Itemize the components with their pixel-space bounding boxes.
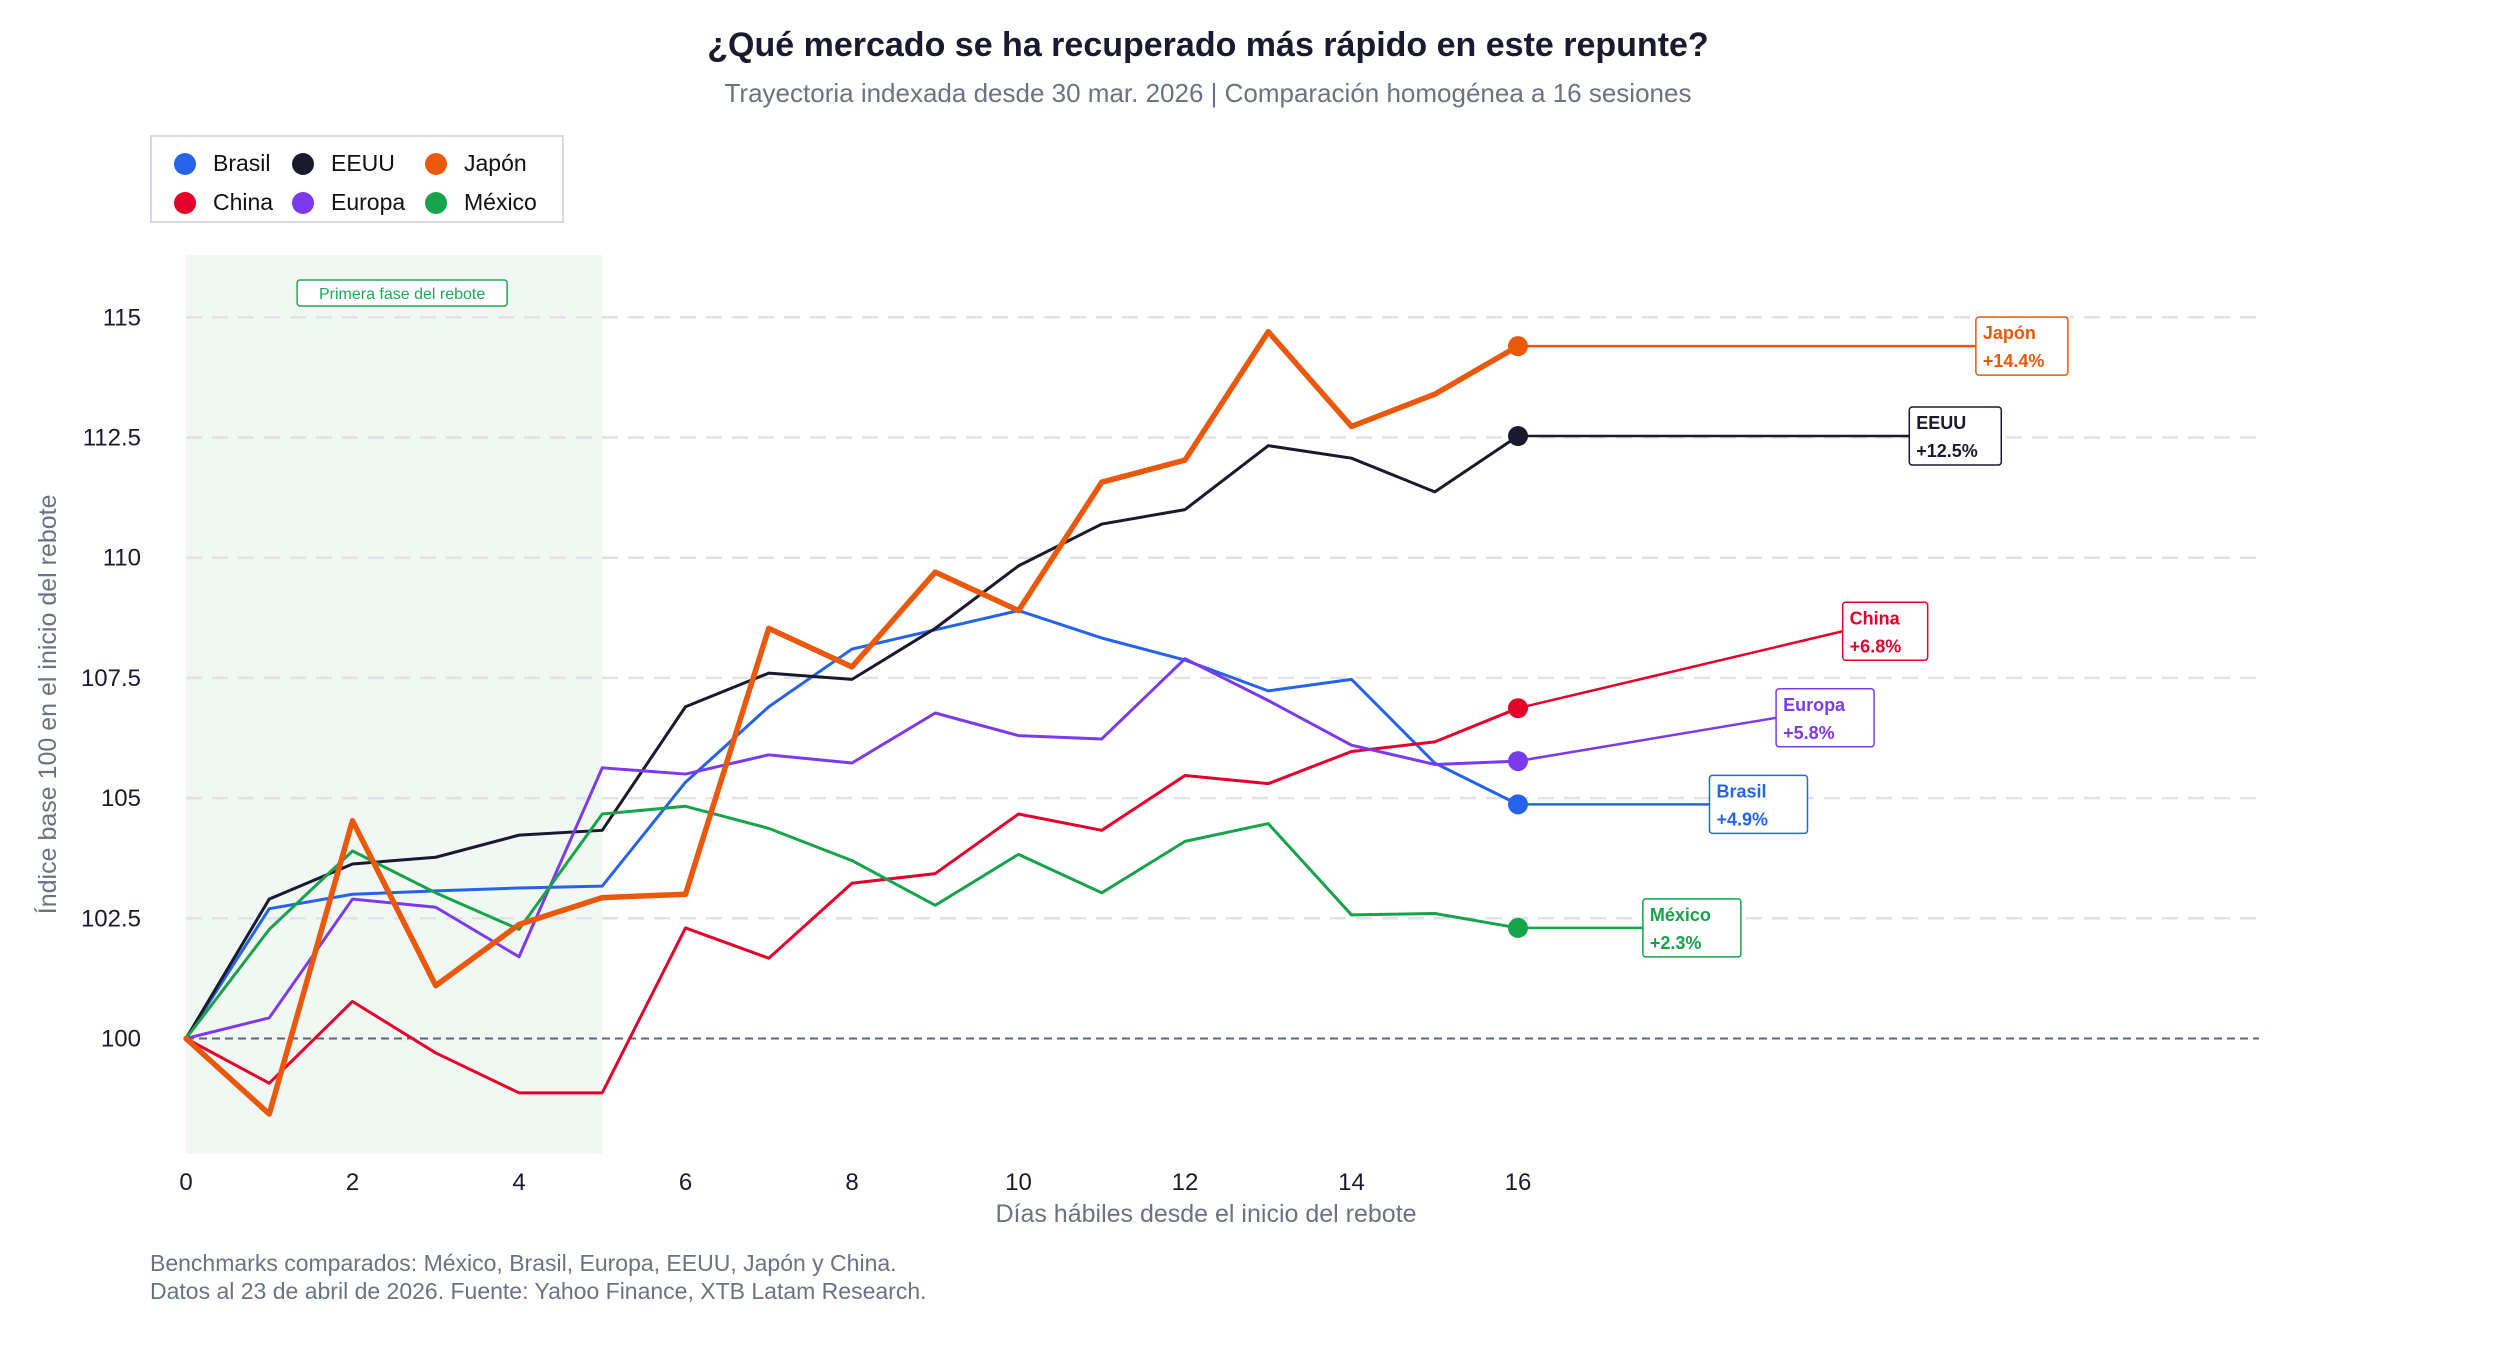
x-tick-label: 0	[179, 1169, 192, 1196]
x-tick-label: 12	[1172, 1169, 1199, 1196]
y-axis-label: Índice base 100 en el inicio del rebote	[33, 494, 62, 914]
legend-label: Japón	[464, 150, 527, 176]
y-tick-label: 112.5	[83, 425, 141, 452]
end-label-box-eeuu	[1908, 406, 2003, 466]
legend-label: China	[213, 189, 274, 215]
series-line-mexico	[184, 804, 1520, 1040]
end-label-value-japon: +14.4%	[1983, 351, 2045, 371]
end-label-value-europa: +5.8%	[1783, 723, 1835, 743]
chart-subtitle: Trayectoria indexada desde 30 mar. 2026 …	[724, 78, 1692, 108]
end-label-value-eeuu: +12.5%	[1916, 441, 1978, 461]
shaded-region-label-box	[296, 279, 508, 307]
series-line-china	[184, 706, 1520, 1095]
end-label-name-brasil: Brasil	[1716, 781, 1766, 801]
legend-item-japon[interactable]: Japón	[425, 150, 527, 177]
end-label-box-japon	[1975, 316, 2069, 376]
x-tick-label: 14	[1338, 1169, 1365, 1196]
end-label-name-china: China	[1850, 608, 1901, 628]
end-point-mexico	[1508, 917, 1528, 938]
end-point-japon	[1508, 336, 1528, 357]
series-line-europa	[184, 657, 1520, 1040]
y-tick-label: 110	[103, 545, 141, 572]
end-label-name-mexico: México	[1650, 905, 1711, 925]
shaded-region-label: Primera fase del rebote	[319, 286, 485, 303]
legend-label: Brasil	[213, 150, 271, 176]
legend-item-mexico[interactable]: México	[425, 189, 537, 216]
y-tick-label: 115	[103, 304, 141, 331]
end-label-value-china: +6.8%	[1850, 636, 1902, 656]
legend-marker	[174, 191, 196, 214]
connector-europa	[1517, 716, 1777, 763]
end-point-china	[1508, 698, 1528, 719]
x-tick-label: 16	[1505, 1169, 1532, 1196]
series-line-japon	[183, 328, 1521, 1117]
y-tick-label: 102.5	[81, 905, 141, 932]
y-tick-label: 105	[101, 785, 141, 812]
legend-item-china[interactable]: China	[174, 189, 273, 216]
series-line-eeuu	[184, 434, 1520, 1040]
end-label-value-brasil: +4.9%	[1716, 809, 1768, 829]
x-tick-label: 8	[845, 1169, 858, 1196]
legend: Brasil EEUU Japón China Europa México	[150, 135, 564, 223]
legend-item-europa[interactable]: Europa	[292, 189, 405, 216]
chart-title: ¿Qué mercado se ha recuperado más rápido…	[707, 26, 1709, 64]
end-point-eeuu	[1508, 426, 1528, 447]
legend-marker	[292, 152, 314, 175]
x-tick-label: 6	[679, 1169, 692, 1196]
series-line-brasil	[184, 609, 1520, 1040]
legend-label: EEUU	[331, 150, 395, 176]
x-tick-label: 10	[1005, 1169, 1032, 1196]
connector-china	[1517, 630, 1843, 710]
legend-marker	[425, 152, 447, 175]
end-point-brasil	[1508, 794, 1528, 815]
end-label-value-mexico: +2.3%	[1650, 933, 1702, 953]
y-tick-label: 100	[101, 1026, 141, 1053]
legend-item-brasil[interactable]: Brasil	[174, 150, 271, 177]
legend-label: México	[464, 189, 537, 215]
legend-marker	[174, 152, 196, 175]
x-axis-label: Días hábiles desde el inicio del rebote	[995, 1200, 1416, 1228]
end-label-box-mexico	[1642, 898, 1742, 958]
end-label-box-brasil	[1708, 774, 1809, 835]
end-point-europa	[1508, 751, 1528, 772]
legend-marker	[292, 191, 314, 214]
x-tick-label: 2	[346, 1169, 359, 1196]
shaded-region	[186, 254, 603, 1154]
end-label-name-europa: Europa	[1783, 695, 1846, 715]
footnote-benchmarks: Benchmarks comparados: México, Brasil, E…	[150, 1250, 897, 1276]
end-label-name-japon: Japón	[1983, 323, 2036, 343]
legend-marker	[425, 191, 447, 214]
end-label-name-eeuu: EEUU	[1916, 413, 1966, 433]
end-label-box-europa	[1775, 688, 1875, 748]
y-tick-label: 107.5	[81, 665, 141, 692]
x-tick-label: 4	[512, 1169, 525, 1196]
legend-item-eeuu[interactable]: EEUU	[292, 150, 395, 177]
legend-label: Europa	[331, 189, 406, 215]
end-label-box-china	[1841, 601, 1929, 662]
footnote-source: Datos al 23 de abril de 2026. Fuente: Ya…	[150, 1278, 927, 1304]
